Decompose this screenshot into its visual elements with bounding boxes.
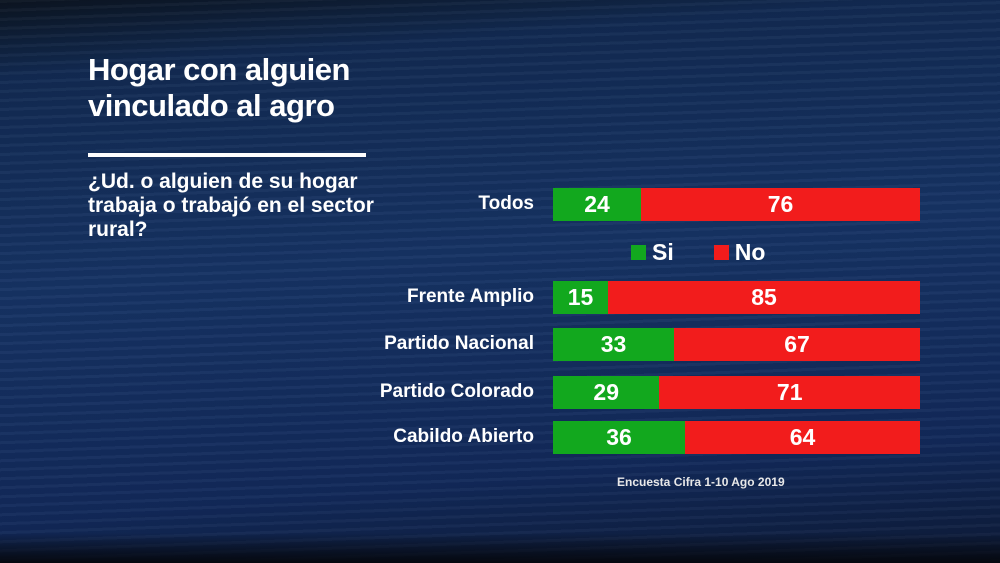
data-label: 15 (567, 284, 594, 310)
data-label: 67 (784, 331, 810, 357)
legend-swatch-no (713, 245, 729, 260)
title-divider (88, 153, 366, 157)
data-label: 76 (767, 191, 794, 217)
source-note: Encuesta Cifra 1-10 Ago 2019 (617, 475, 785, 489)
stacked-bar: 24 76 (553, 188, 920, 221)
legend-label-no: No (734, 239, 766, 265)
legend: Si No (631, 239, 765, 266)
category-label: Todos (478, 193, 534, 214)
bar-segment-no: 71 (659, 376, 920, 409)
legend-item-si: Si (631, 239, 674, 266)
stacked-bar: 33 67 (553, 328, 920, 361)
category-label: Partido Nacional (384, 333, 534, 354)
data-label: 85 (751, 284, 777, 310)
legend-swatch-si (631, 245, 646, 260)
category-label: Cabildo Abierto (393, 426, 534, 447)
legend-item-no: No (713, 239, 766, 266)
stacked-bar: 29 71 (553, 376, 920, 409)
bar-segment-si: 33 (553, 328, 675, 361)
bar-segment-si: 36 (553, 421, 686, 454)
data-label: 33 (600, 331, 627, 357)
legend-label-si: Si (652, 239, 674, 265)
bar-segment-no: 64 (685, 421, 920, 454)
category-label: Frente Amplio (406, 286, 534, 307)
data-label: 29 (593, 379, 619, 405)
chart-title: Hogar con alguien vinculado al agro (88, 52, 350, 123)
bar-segment-no: 76 (641, 188, 920, 221)
chart-subtitle: ¿Ud. o alguien de su hogar trabaja o tra… (88, 170, 374, 241)
data-label: 71 (776, 379, 803, 405)
bar-segment-si: 15 (553, 281, 609, 314)
bar-segment-no: 67 (674, 328, 920, 361)
bar-segment-si: 24 (553, 188, 642, 221)
stacked-bar: 36 64 (553, 421, 920, 454)
bar-segment-si: 29 (553, 376, 660, 409)
bar-segment-no: 85 (608, 281, 920, 314)
data-label: 36 (606, 424, 632, 450)
data-label: 64 (789, 424, 816, 450)
screen-bottom-edge (0, 533, 1000, 563)
category-label: Partido Colorado (379, 381, 534, 402)
data-label: 24 (584, 191, 610, 217)
stacked-bar: 15 85 (553, 281, 920, 314)
